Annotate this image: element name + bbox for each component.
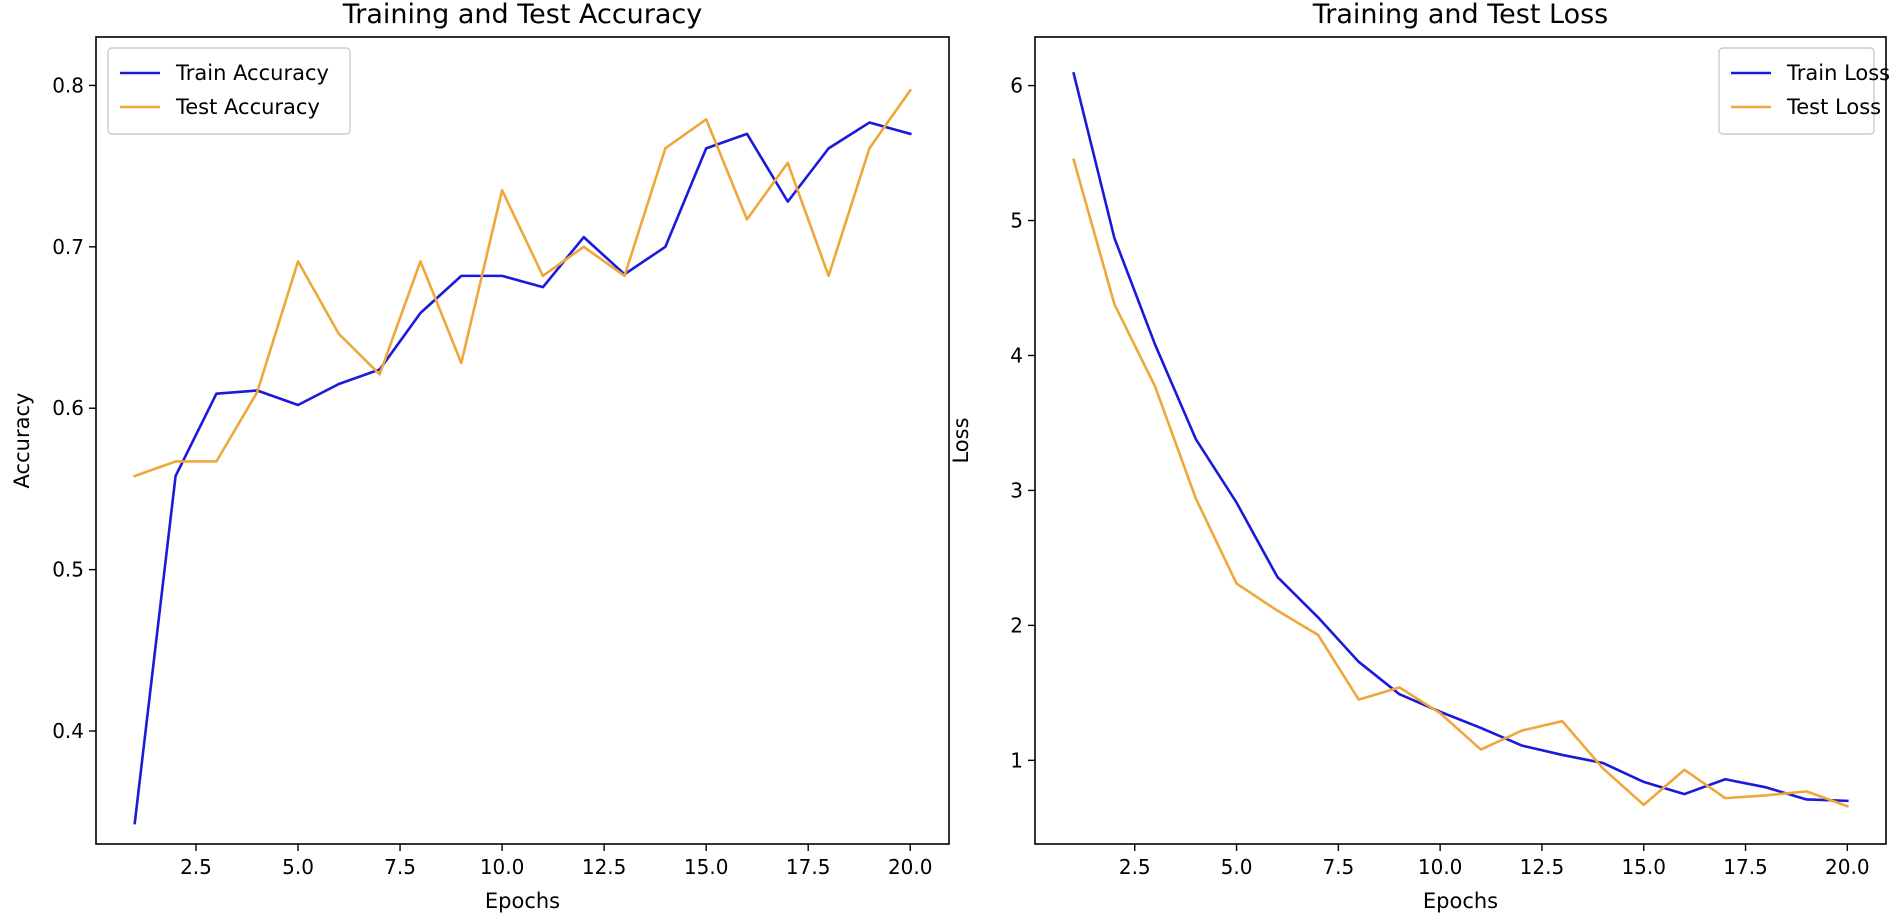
legend: Train Loss Test Loss (1718, 47, 1890, 135)
chart-title: Training and Test Loss (1312, 0, 1608, 30)
x-tick-label: 10.0 (1418, 855, 1463, 879)
legend-label: Train Accuracy (175, 61, 329, 85)
series-line-test-loss (1072, 158, 1849, 808)
x-tick-label: 5.0 (282, 855, 314, 879)
y-tick-label: 5 (1010, 209, 1023, 233)
y-tick-label: 3 (1010, 478, 1023, 502)
y-tick-label: 2 (1010, 613, 1023, 637)
legend-box (107, 47, 351, 135)
y-axis-label: Loss (949, 417, 973, 463)
y-tick-label: 0.8 (52, 73, 84, 97)
y-tick-label: 6 (1010, 74, 1023, 98)
x-axis-label: Epochs (1423, 889, 1498, 913)
axes-frame (95, 36, 950, 845)
y-tick-label: 1 (1010, 748, 1023, 772)
x-tick-label: 12.5 (582, 855, 627, 879)
x-tick-label: 7.5 (384, 855, 416, 879)
x-axis-label: Epochs (485, 889, 560, 913)
x-tick-label: 15.0 (1621, 855, 1666, 879)
x-tick-label: 5.0 (1221, 855, 1253, 879)
x-tick-label: 17.5 (786, 855, 831, 879)
legend: Train Accuracy Test Accuracy (107, 47, 351, 135)
series-line-train-accuracy (133, 121, 912, 825)
y-tick-label: 0.6 (52, 396, 84, 420)
y-tick-label: 0.7 (52, 235, 84, 259)
legend-label: Train Loss (1786, 61, 1890, 85)
series-line-train-loss (1072, 71, 1849, 803)
x-tick-label: 15.0 (684, 855, 729, 879)
series-line-test-accuracy (133, 88, 913, 478)
x-tick-label: 10.0 (480, 855, 525, 879)
chart-title: Training and Test Accuracy (342, 0, 703, 30)
y-axis-label: Accuracy (10, 393, 34, 489)
legend-label: Test Accuracy (175, 95, 320, 119)
x-tick-label: 2.5 (1119, 855, 1151, 879)
chart-panel-2: 2.5 5.0 7.5 10.0 12.5 15.0 17.5 20.0 1 2 3 4 5 6 Train… (949, 0, 1890, 913)
x-tick-label: 20.0 (1825, 855, 1870, 879)
x-tick-label: 2.5 (180, 855, 212, 879)
y-tick-label: 0.5 (52, 558, 84, 582)
x-tick-label: 17.5 (1723, 855, 1768, 879)
x-tick-label: 12.5 (1520, 855, 1565, 879)
legend-label: Test Loss (1786, 95, 1881, 119)
axes-frame (1034, 36, 1887, 845)
y-tick-label: 4 (1010, 343, 1023, 367)
x-tick-label: 7.5 (1322, 855, 1354, 879)
x-tick-label: 20.0 (888, 855, 933, 879)
y-tick-label: 0.4 (52, 719, 84, 743)
legend-box (1718, 47, 1875, 135)
chart-panel-1: 2.5 5.0 7.5 10.0 12.5 15.0 17.5 20.0 0.4 0.5 0.6 0.… (10, 0, 950, 913)
